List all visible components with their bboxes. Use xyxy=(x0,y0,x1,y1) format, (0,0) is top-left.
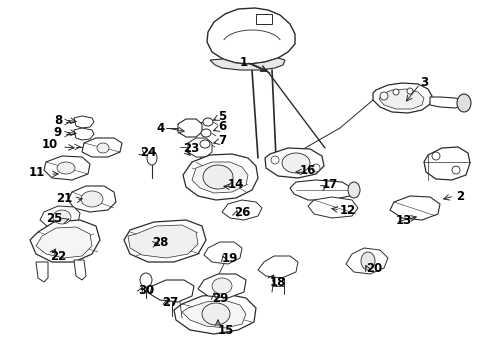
Polygon shape xyxy=(265,148,324,178)
Text: 14: 14 xyxy=(228,179,245,192)
Polygon shape xyxy=(198,274,246,298)
Polygon shape xyxy=(258,256,298,278)
Polygon shape xyxy=(44,156,90,180)
Polygon shape xyxy=(74,116,94,128)
Ellipse shape xyxy=(312,164,320,172)
Ellipse shape xyxy=(201,129,211,137)
Polygon shape xyxy=(192,162,248,193)
Text: 13: 13 xyxy=(396,213,412,226)
Text: 19: 19 xyxy=(222,252,238,265)
Polygon shape xyxy=(210,58,285,70)
Text: 27: 27 xyxy=(162,296,178,309)
Ellipse shape xyxy=(432,152,440,160)
Ellipse shape xyxy=(97,143,109,153)
Text: 18: 18 xyxy=(270,275,286,288)
Ellipse shape xyxy=(147,151,157,165)
Polygon shape xyxy=(74,260,86,280)
Ellipse shape xyxy=(348,182,360,198)
Text: 3: 3 xyxy=(420,76,428,89)
Ellipse shape xyxy=(282,153,310,173)
Ellipse shape xyxy=(457,94,471,112)
Ellipse shape xyxy=(212,278,232,294)
Polygon shape xyxy=(124,220,206,262)
Ellipse shape xyxy=(202,303,230,325)
Text: 30: 30 xyxy=(138,284,154,297)
Ellipse shape xyxy=(407,88,413,94)
Text: 2: 2 xyxy=(456,189,464,202)
Ellipse shape xyxy=(81,191,103,207)
Polygon shape xyxy=(346,248,388,274)
Bar xyxy=(256,14,272,24)
Ellipse shape xyxy=(140,273,152,287)
Polygon shape xyxy=(128,225,198,258)
Polygon shape xyxy=(222,200,262,220)
Ellipse shape xyxy=(203,118,213,126)
Ellipse shape xyxy=(203,165,233,189)
Text: 20: 20 xyxy=(366,261,382,274)
Text: 25: 25 xyxy=(46,211,62,225)
Ellipse shape xyxy=(380,92,388,100)
Ellipse shape xyxy=(53,210,71,224)
Polygon shape xyxy=(36,262,48,282)
Text: 21: 21 xyxy=(56,192,72,204)
Text: 16: 16 xyxy=(300,163,317,176)
Polygon shape xyxy=(290,180,352,200)
Polygon shape xyxy=(373,83,432,113)
Polygon shape xyxy=(183,154,258,200)
Polygon shape xyxy=(379,89,424,109)
Text: 1: 1 xyxy=(240,55,248,68)
Ellipse shape xyxy=(200,140,210,148)
Polygon shape xyxy=(188,138,212,157)
Ellipse shape xyxy=(271,156,279,164)
Ellipse shape xyxy=(361,252,375,270)
Text: 15: 15 xyxy=(218,324,234,337)
Text: 28: 28 xyxy=(152,235,169,248)
Polygon shape xyxy=(40,206,80,228)
Polygon shape xyxy=(424,147,470,180)
Polygon shape xyxy=(30,220,100,262)
Text: 5: 5 xyxy=(218,109,226,122)
Polygon shape xyxy=(390,196,440,220)
Text: 26: 26 xyxy=(234,206,250,219)
Polygon shape xyxy=(68,186,116,212)
Text: 6: 6 xyxy=(218,121,226,134)
Text: 11: 11 xyxy=(29,166,45,179)
Text: 9: 9 xyxy=(54,126,62,139)
Polygon shape xyxy=(36,227,92,258)
Polygon shape xyxy=(150,280,194,302)
Text: 23: 23 xyxy=(183,141,199,154)
Ellipse shape xyxy=(452,166,460,174)
Polygon shape xyxy=(182,300,246,328)
Text: 17: 17 xyxy=(322,179,338,192)
Polygon shape xyxy=(82,138,122,157)
Text: 4: 4 xyxy=(157,122,165,135)
Text: 29: 29 xyxy=(212,292,228,305)
Ellipse shape xyxy=(393,89,399,95)
Text: 12: 12 xyxy=(340,203,356,216)
Text: 7: 7 xyxy=(218,134,226,147)
Polygon shape xyxy=(178,119,202,137)
Ellipse shape xyxy=(57,162,75,174)
Text: 22: 22 xyxy=(50,249,66,262)
Text: 8: 8 xyxy=(54,113,62,126)
Polygon shape xyxy=(308,197,358,218)
Polygon shape xyxy=(204,242,242,264)
Polygon shape xyxy=(430,97,462,108)
Text: 10: 10 xyxy=(42,139,58,152)
Polygon shape xyxy=(207,8,295,64)
Polygon shape xyxy=(74,128,94,140)
Polygon shape xyxy=(84,141,104,153)
Polygon shape xyxy=(174,294,256,334)
Text: 24: 24 xyxy=(140,145,156,158)
